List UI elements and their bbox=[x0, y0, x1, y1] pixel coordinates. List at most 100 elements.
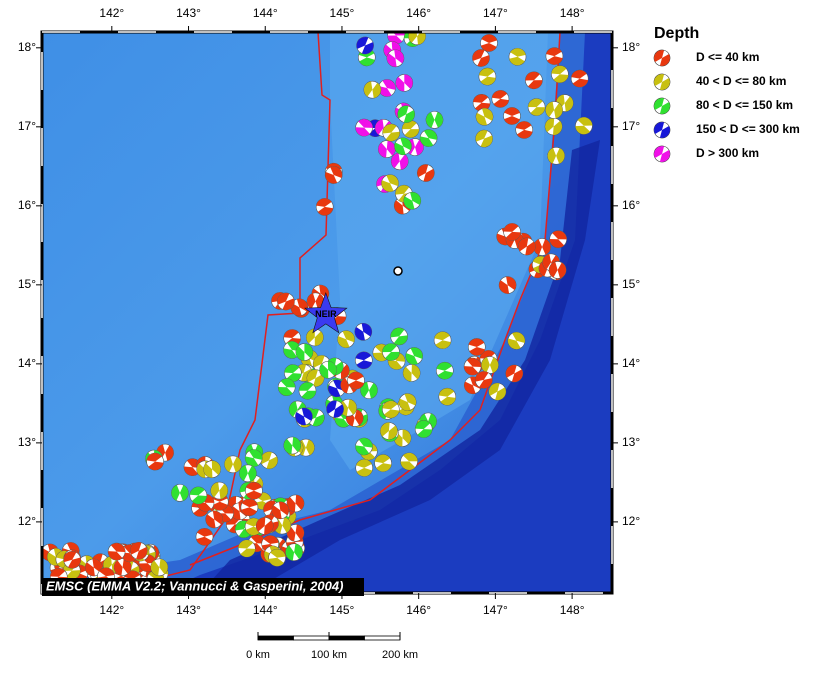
focal-mechanism bbox=[113, 558, 132, 576]
focal-quadrant bbox=[386, 49, 404, 67]
focal-mechanism bbox=[398, 393, 417, 411]
focal-mechanism bbox=[416, 164, 435, 182]
focal-mechanism bbox=[481, 356, 499, 374]
scale-label: 200 km bbox=[382, 649, 418, 661]
focal-mechanism bbox=[380, 422, 398, 440]
focal-mechanism bbox=[374, 454, 392, 472]
focal-quadrant bbox=[246, 482, 262, 500]
focal-mechanism bbox=[408, 32, 426, 46]
focal-quadrant bbox=[356, 459, 373, 477]
focal-mechanism bbox=[505, 364, 524, 383]
station-marker bbox=[304, 292, 348, 334]
focal-quadrant bbox=[363, 81, 381, 99]
focal-quadrant bbox=[205, 510, 223, 528]
focal-mechanism bbox=[210, 481, 229, 500]
focal-mechanism bbox=[107, 542, 126, 561]
focal-mechanism bbox=[547, 147, 565, 165]
focal-quadrant bbox=[415, 420, 433, 438]
focal-quadrant bbox=[426, 111, 443, 128]
focal-quadrant bbox=[436, 362, 454, 380]
focal-mechanism bbox=[283, 436, 302, 455]
focal-mechanism bbox=[548, 261, 567, 279]
focal-mechanism bbox=[472, 49, 490, 67]
x-tick-label: 142° bbox=[99, 6, 124, 20]
focal-mechanism bbox=[224, 455, 242, 474]
x-tick-label: 143° bbox=[176, 6, 201, 20]
focal-quadrant bbox=[295, 343, 313, 361]
focal-quadrant bbox=[505, 365, 523, 382]
focal-mechanism bbox=[354, 351, 373, 370]
focal-mechanism bbox=[363, 80, 382, 99]
legend-quadrant bbox=[654, 98, 670, 114]
focal-quadrant bbox=[42, 543, 59, 561]
focal-mechanism bbox=[545, 101, 563, 119]
y-tick-label: 13° bbox=[18, 435, 36, 449]
focal-quadrant bbox=[518, 238, 536, 255]
x-tick-label: 142° bbox=[99, 603, 124, 617]
focal-mechanism bbox=[377, 140, 396, 158]
focal-quadrant bbox=[475, 130, 493, 148]
focal-quadrant bbox=[287, 494, 304, 512]
focal-mechanism bbox=[570, 69, 589, 88]
legend-label: D <= 40 km bbox=[696, 50, 759, 64]
scale-segment bbox=[328, 635, 365, 641]
focal-quadrant bbox=[287, 524, 304, 542]
focal-quadrant bbox=[203, 460, 221, 478]
focal-mechanism bbox=[255, 517, 274, 535]
focal-quadrant bbox=[382, 124, 400, 142]
focal-mechanism bbox=[245, 481, 263, 500]
focal-quadrant bbox=[355, 351, 373, 369]
focal-mechanism bbox=[491, 90, 510, 108]
x-tick-label: 143° bbox=[176, 603, 201, 617]
scale-segment bbox=[257, 635, 294, 641]
focal-quadrant bbox=[260, 451, 278, 469]
focal-quadrant bbox=[399, 393, 417, 411]
focal-mechanism bbox=[244, 449, 263, 467]
y-tick-label: 15° bbox=[18, 277, 36, 291]
focal-quadrant bbox=[316, 198, 334, 216]
focal-mechanism bbox=[549, 230, 568, 248]
focal-mechanism bbox=[503, 223, 521, 241]
focal-mechanism bbox=[382, 123, 401, 142]
focal-mechanism bbox=[401, 120, 420, 138]
legend-quadrant bbox=[654, 74, 670, 90]
focal-quadrant bbox=[278, 378, 296, 396]
y-tick-label: 18° bbox=[18, 40, 36, 54]
focal-quadrant bbox=[545, 118, 563, 135]
focal-quadrant bbox=[283, 341, 301, 359]
focal-mechanism bbox=[517, 237, 536, 256]
focal-quadrant bbox=[468, 338, 485, 356]
focal-mechanism bbox=[507, 331, 526, 350]
y-tick-label: 16° bbox=[622, 198, 640, 212]
x-tick-label: 147° bbox=[483, 603, 508, 617]
scale-segment bbox=[293, 635, 330, 641]
focal-quadrant bbox=[509, 48, 526, 66]
focal-quadrant bbox=[283, 437, 301, 454]
focal-mechanism bbox=[433, 331, 452, 350]
focal-mechanism bbox=[189, 486, 208, 505]
x-tick-label: 148° bbox=[560, 603, 585, 617]
focal-quadrant bbox=[499, 276, 517, 294]
focal-quadrant bbox=[189, 486, 207, 504]
focal-mechanism bbox=[480, 34, 498, 52]
y-tick-label: 18° bbox=[622, 40, 640, 54]
focal-quadrant bbox=[241, 498, 258, 516]
focal-mechanism bbox=[286, 524, 305, 542]
focal-mechanism bbox=[238, 539, 256, 558]
focal-mechanism bbox=[467, 338, 486, 356]
focal-quadrant bbox=[434, 331, 451, 349]
focal-mechanism bbox=[285, 543, 303, 562]
scale-label: 100 km bbox=[311, 649, 347, 661]
focal-mechanism bbox=[360, 381, 378, 400]
y-tick-label: 16° bbox=[18, 198, 36, 212]
focal-quadrant bbox=[390, 327, 408, 345]
focal-mechanism bbox=[575, 117, 593, 135]
focal-mechanism bbox=[356, 36, 374, 55]
focal-mechanism bbox=[525, 71, 543, 90]
focal-mechanism bbox=[239, 464, 257, 483]
focal-mechanism bbox=[544, 117, 563, 136]
focal-quadrant bbox=[299, 382, 316, 400]
x-tick-label: 145° bbox=[330, 603, 355, 617]
focal-quadrant bbox=[382, 400, 400, 418]
focal-mechanism bbox=[414, 420, 433, 438]
